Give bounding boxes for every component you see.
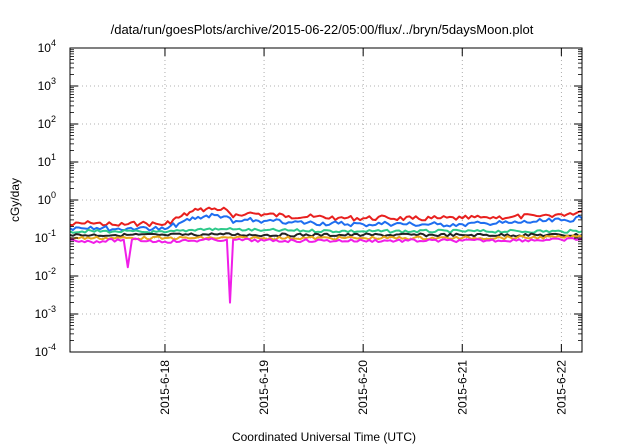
x-tick-label: 2015-6-19: [257, 360, 271, 415]
series-line: [69, 237, 583, 304]
y-tick-label: 102: [38, 114, 56, 131]
y-tick-label: 10-1: [35, 228, 56, 245]
y-axis-ticks: 10-4 10-3 10-2 10-1 100 101 102 103 104: [35, 38, 582, 359]
y-tick-label: 100: [38, 190, 56, 207]
y-tick-label: 10-4: [35, 342, 56, 359]
series-line: [70, 206, 583, 228]
x-tick-label: 2015-6-18: [158, 360, 172, 415]
x-tick-label: 2015-6-22: [554, 360, 568, 415]
series-line: [69, 234, 583, 241]
y-tick-label: 101: [38, 152, 56, 169]
y-tick-label: 103: [38, 76, 56, 93]
y-axis-label: cGy/day: [8, 178, 22, 222]
data-series: [69, 206, 583, 304]
y-tick-label: 10-2: [35, 266, 56, 283]
series-line: [69, 232, 583, 238]
series-line: [69, 227, 583, 235]
x-axis-ticks: 2015-6-18 2015-6-19 2015-6-20 2015-6-21 2015…: [158, 48, 568, 415]
series-line: [69, 212, 583, 232]
y-tick-label: 104: [38, 38, 56, 55]
x-tick-label: 2015-6-21: [455, 360, 469, 415]
x-axis-label: Coordinated Universal Time (UTC): [232, 430, 416, 444]
chart-title: /data/run/goesPlots/archive/2015-06-22/0…: [111, 22, 534, 37]
y-tick-label: 10-3: [35, 304, 56, 321]
x-tick-label: 2015-6-20: [356, 360, 370, 415]
grid-lines: [70, 48, 582, 352]
